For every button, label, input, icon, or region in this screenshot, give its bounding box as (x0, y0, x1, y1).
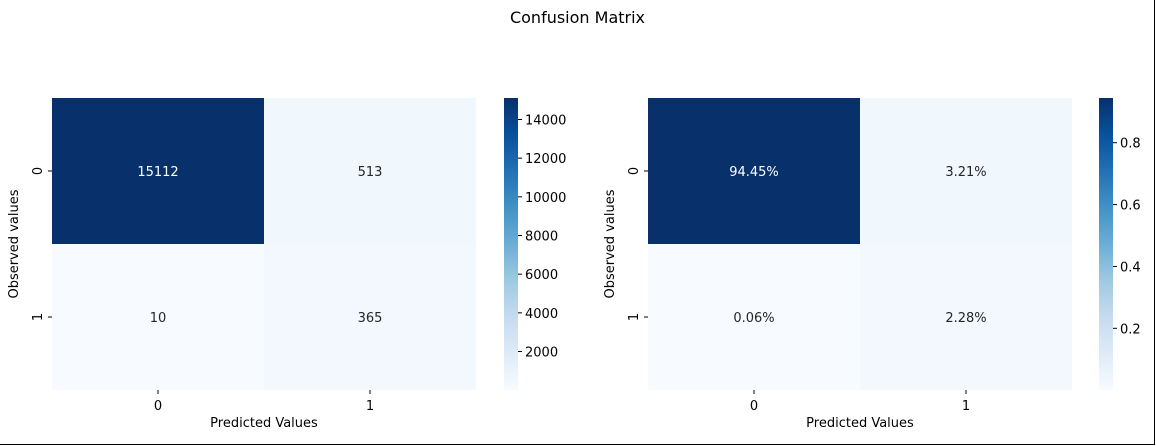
y-axis-label: Observed values (7, 189, 22, 298)
colorbar-tick-label: 14000 (525, 114, 566, 129)
colorbar-tick-label: 10000 (525, 191, 566, 206)
y-axis-label: Observed values (603, 189, 618, 298)
heatmap-cell-0-1 (860, 98, 1072, 244)
x-tick-label: 1 (366, 399, 374, 414)
cell-label-1-0: 10 (150, 311, 167, 326)
heatmap-cell-0-0 (52, 98, 264, 244)
cell-label-0-0: 15112 (137, 165, 178, 180)
colorbar-tick-label: 0.8 (1120, 137, 1141, 152)
colorbar-tick-label: 2000 (525, 346, 558, 361)
colorbar-tick-label: 4000 (525, 307, 558, 322)
heatmap-cell-0-0 (648, 98, 860, 244)
cell-label-0-1: 3.21% (945, 165, 986, 180)
heatmap-cell-1-1 (264, 244, 476, 390)
cell-label-1-1: 365 (358, 311, 383, 326)
x-axis-label: Predicted Values (806, 416, 914, 431)
colorbar-tick-label: 8000 (525, 230, 558, 245)
y-tick-label: 1 (31, 313, 46, 321)
heatmap-cell-1-0 (648, 244, 860, 390)
x-tick-label: 1 (962, 399, 970, 414)
colorbar-tick-label: 12000 (525, 152, 566, 167)
cell-label-1-0: 0.06% (733, 311, 774, 326)
colorbar-tick-label: 0.4 (1120, 260, 1141, 275)
y-tick-label: 0 (627, 167, 642, 175)
y-tick-label: 1 (627, 313, 642, 321)
x-axis-label: Predicted Values (210, 416, 318, 431)
colorbar (504, 98, 518, 390)
cell-label-1-1: 2.28% (945, 311, 986, 326)
heatmap-percentages: 94.45% 3.21% 0.06% 2.28% 0 1 0 1 Predicted Value… (603, 98, 1141, 431)
heatmap-cell-1-0 (52, 244, 264, 390)
cell-label-0-1: 513 (358, 165, 383, 180)
colorbar-tick-label: 6000 (525, 268, 558, 283)
colorbar-tick-label: 0.6 (1120, 199, 1141, 214)
cell-label-0-0: 94.45% (729, 165, 779, 180)
colorbar-tick-label: 0.2 (1120, 322, 1141, 337)
colorbar (1099, 98, 1113, 390)
heatmap-cell-0-1 (264, 98, 476, 244)
x-tick-label: 0 (750, 399, 758, 414)
y-tick-label: 0 (31, 167, 46, 175)
figure-title: Confusion Matrix (509, 8, 646, 27)
heatmap-cell-1-1 (860, 244, 1072, 390)
x-tick-label: 0 (154, 399, 162, 414)
